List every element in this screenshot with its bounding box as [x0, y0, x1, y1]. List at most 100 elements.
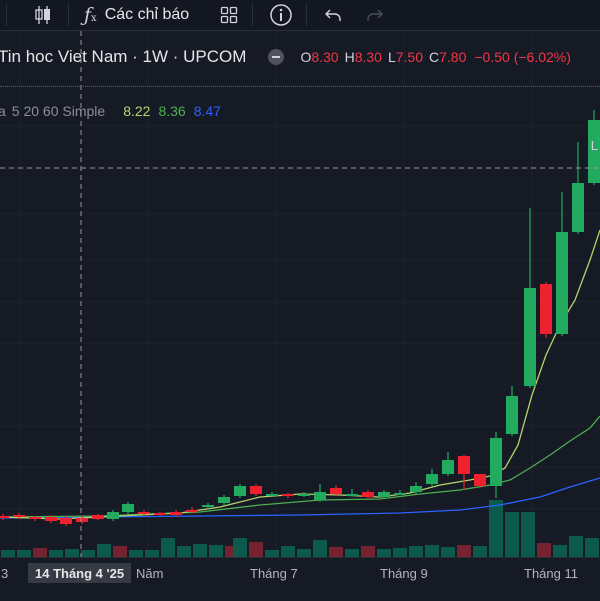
candle-body: [588, 120, 600, 183]
volume-bar: [473, 546, 487, 557]
candle-body: [170, 512, 182, 515]
crosshair-time-label: 14 Tháng 4 '25: [28, 563, 132, 583]
volume-bar: [249, 542, 263, 557]
indicators-button[interactable]: ƒx Các chỉ báo: [84, 0, 206, 30]
candle-body: [556, 232, 568, 334]
undo-icon[interactable]: [320, 0, 346, 30]
open-value: 8.30: [311, 49, 339, 65]
candle-body: [0, 516, 9, 518]
candle-body: [330, 488, 342, 494]
volume-bar: [145, 550, 159, 557]
candle-body: [540, 284, 552, 334]
collapse-legend-button[interactable]: [268, 49, 285, 65]
ma-legend: a 5 20 60 Simple 8.22 8.36 8.47: [0, 100, 221, 122]
volume-bar: [505, 512, 519, 557]
ma60-line: [0, 477, 600, 519]
ma-name-prefix: a: [0, 103, 6, 119]
time-axis[interactable]: 3 14 Tháng 4 '25 Năm Tháng 7 Tháng 9 Thá…: [0, 557, 600, 601]
candle-body: [45, 517, 57, 521]
candle-body: [29, 517, 41, 519]
volume-bar: [313, 540, 327, 557]
templates-grid-icon[interactable]: [216, 0, 242, 30]
candle-body: [410, 486, 422, 492]
low-label: L: [387, 49, 396, 65]
candle-body: [314, 492, 326, 500]
candle-body: [186, 510, 198, 512]
candle-body: [250, 486, 262, 494]
ma5-line: [0, 229, 600, 520]
volume-bar: [425, 545, 439, 557]
volume-bar: [489, 500, 503, 557]
volume-bar: [129, 550, 143, 557]
volume-bar: [553, 545, 567, 557]
volume-bar: [177, 546, 191, 557]
volume-bar: [193, 544, 207, 557]
candle-body: [346, 494, 358, 496]
candlestick-icon[interactable]: [30, 0, 56, 30]
candle-body: [266, 494, 278, 496]
volume-bar: [585, 538, 599, 557]
volume-bar: [537, 543, 551, 557]
candle-body: [218, 497, 230, 503]
volume-bar: [281, 546, 295, 557]
volume-bar: [33, 548, 47, 557]
ma20-value: 8.36: [158, 103, 186, 119]
volume-bar: [1, 550, 15, 557]
candle-body: [362, 492, 374, 497]
volume-bar: [17, 550, 31, 557]
volume-bar: [329, 547, 343, 557]
symbol-title[interactable]: Tin hoc Viet Nam · 1W · UPCOM: [0, 47, 247, 66]
candle-body: [60, 518, 72, 524]
top-dotted-line: [0, 86, 600, 87]
toolbar-divider: [68, 4, 69, 26]
ma60-value: 8.47: [193, 103, 221, 119]
candle-body: [138, 512, 150, 514]
candle-body: [234, 486, 246, 496]
candle-body: [458, 456, 470, 474]
volume-bar: [377, 549, 391, 557]
volume-bar: [457, 545, 471, 557]
volume-bar: [393, 548, 407, 557]
volume-bar: [81, 550, 95, 557]
candle-body: [524, 288, 536, 386]
toolbar-divider: [252, 4, 253, 26]
candle-body: [394, 493, 406, 495]
time-label: Tháng 11: [524, 566, 578, 581]
volume-bar: [209, 545, 223, 557]
candle-body: [442, 460, 454, 474]
ma20-line: [0, 415, 600, 518]
candle-body: [76, 518, 88, 522]
volume-bar: [225, 546, 239, 557]
high-value: 8.30: [354, 49, 382, 65]
function-icon: ƒx: [84, 4, 97, 26]
candle-body: [154, 513, 166, 515]
ma-name[interactable]: 5 20 60 Simple: [11, 103, 106, 119]
volume-bar: [569, 536, 583, 557]
candle-body: [122, 504, 134, 512]
candle-body: [474, 474, 486, 486]
volume-bar: [97, 544, 111, 557]
candle-body: [202, 505, 214, 507]
candle-body: [13, 515, 25, 517]
volume-bar: [361, 546, 375, 557]
volume-bar: [265, 550, 279, 557]
volume-bar: [441, 547, 455, 557]
symbol-legend: Tin hoc Viet Nam · 1W · UPCOM O 8.30 H 8.3…: [0, 45, 571, 69]
info-icon[interactable]: [267, 0, 295, 30]
volume-bar: [113, 546, 127, 557]
change-value: −0.50 (−6.02%): [474, 49, 571, 65]
time-label-partial: 3: [1, 566, 9, 581]
close-value: 7.80: [439, 49, 467, 65]
volume-bar: [345, 549, 359, 557]
time-label: Tháng 9: [380, 566, 428, 581]
ohlc-values: O 8.30 H 8.30 L 7.50 C 7.80: [300, 49, 466, 65]
candle-body: [282, 494, 294, 496]
candle-body: [92, 515, 104, 519]
candle-body: [490, 438, 502, 486]
toolbar-divider: [6, 4, 7, 26]
close-label: C: [429, 49, 440, 65]
redo-icon[interactable]: [362, 0, 388, 30]
volume-bar: [49, 550, 63, 557]
time-label: Tháng 7: [250, 566, 298, 581]
high-label: H: [344, 49, 355, 65]
